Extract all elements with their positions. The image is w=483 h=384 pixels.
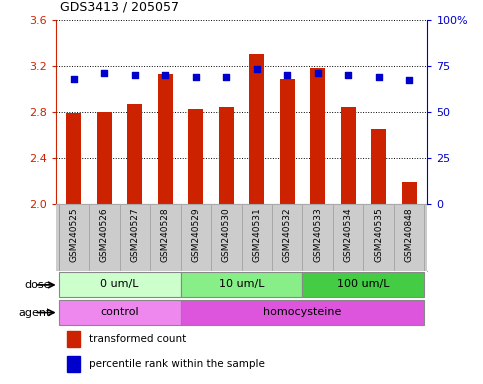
Text: GDS3413 / 205057: GDS3413 / 205057 [60, 1, 179, 14]
Point [344, 72, 352, 78]
Text: GSM240526: GSM240526 [100, 207, 109, 262]
Point [405, 77, 413, 83]
Bar [67, 331, 80, 348]
Text: GSM240534: GSM240534 [344, 207, 353, 262]
Text: percentile rank within the sample: percentile rank within the sample [89, 359, 265, 369]
Text: 10 um/L: 10 um/L [219, 280, 264, 290]
Text: 100 um/L: 100 um/L [337, 280, 390, 290]
Bar [181, 273, 302, 297]
Point [222, 74, 230, 80]
Bar [249, 54, 264, 204]
Bar [302, 273, 425, 297]
Bar [188, 109, 203, 204]
Text: transformed count: transformed count [89, 334, 186, 344]
Point [161, 72, 169, 78]
Text: GSM240528: GSM240528 [161, 207, 170, 262]
Bar [157, 74, 173, 204]
Text: GSM240529: GSM240529 [191, 207, 200, 262]
Text: GSM240535: GSM240535 [374, 207, 383, 262]
Point [284, 72, 291, 78]
Bar [67, 356, 80, 372]
Bar [401, 182, 417, 204]
Text: 0 um/L: 0 um/L [100, 280, 139, 290]
Text: GSM240527: GSM240527 [130, 207, 139, 262]
Point [192, 74, 199, 80]
Bar [66, 113, 82, 204]
Bar [341, 107, 356, 204]
Text: GSM240530: GSM240530 [222, 207, 231, 262]
Text: control: control [100, 307, 139, 317]
Point [100, 70, 108, 76]
Text: GSM240532: GSM240532 [283, 207, 292, 262]
Text: GSM240525: GSM240525 [70, 207, 78, 262]
Text: agent: agent [18, 308, 51, 318]
Bar [127, 104, 142, 204]
Bar [58, 300, 181, 325]
Text: GSM240531: GSM240531 [252, 207, 261, 262]
Bar [219, 107, 234, 204]
Text: GSM240533: GSM240533 [313, 207, 322, 262]
Bar [58, 273, 181, 297]
Point [253, 66, 261, 73]
Point [70, 76, 78, 82]
Bar [181, 300, 425, 325]
Point [375, 74, 383, 80]
Point [314, 70, 322, 76]
Bar [97, 112, 112, 204]
Bar [280, 79, 295, 204]
Text: GSM240848: GSM240848 [405, 207, 413, 262]
Bar [371, 129, 386, 204]
Text: homocysteine: homocysteine [263, 307, 341, 317]
Text: dose: dose [24, 280, 51, 290]
Point [131, 72, 139, 78]
Bar [310, 68, 326, 204]
